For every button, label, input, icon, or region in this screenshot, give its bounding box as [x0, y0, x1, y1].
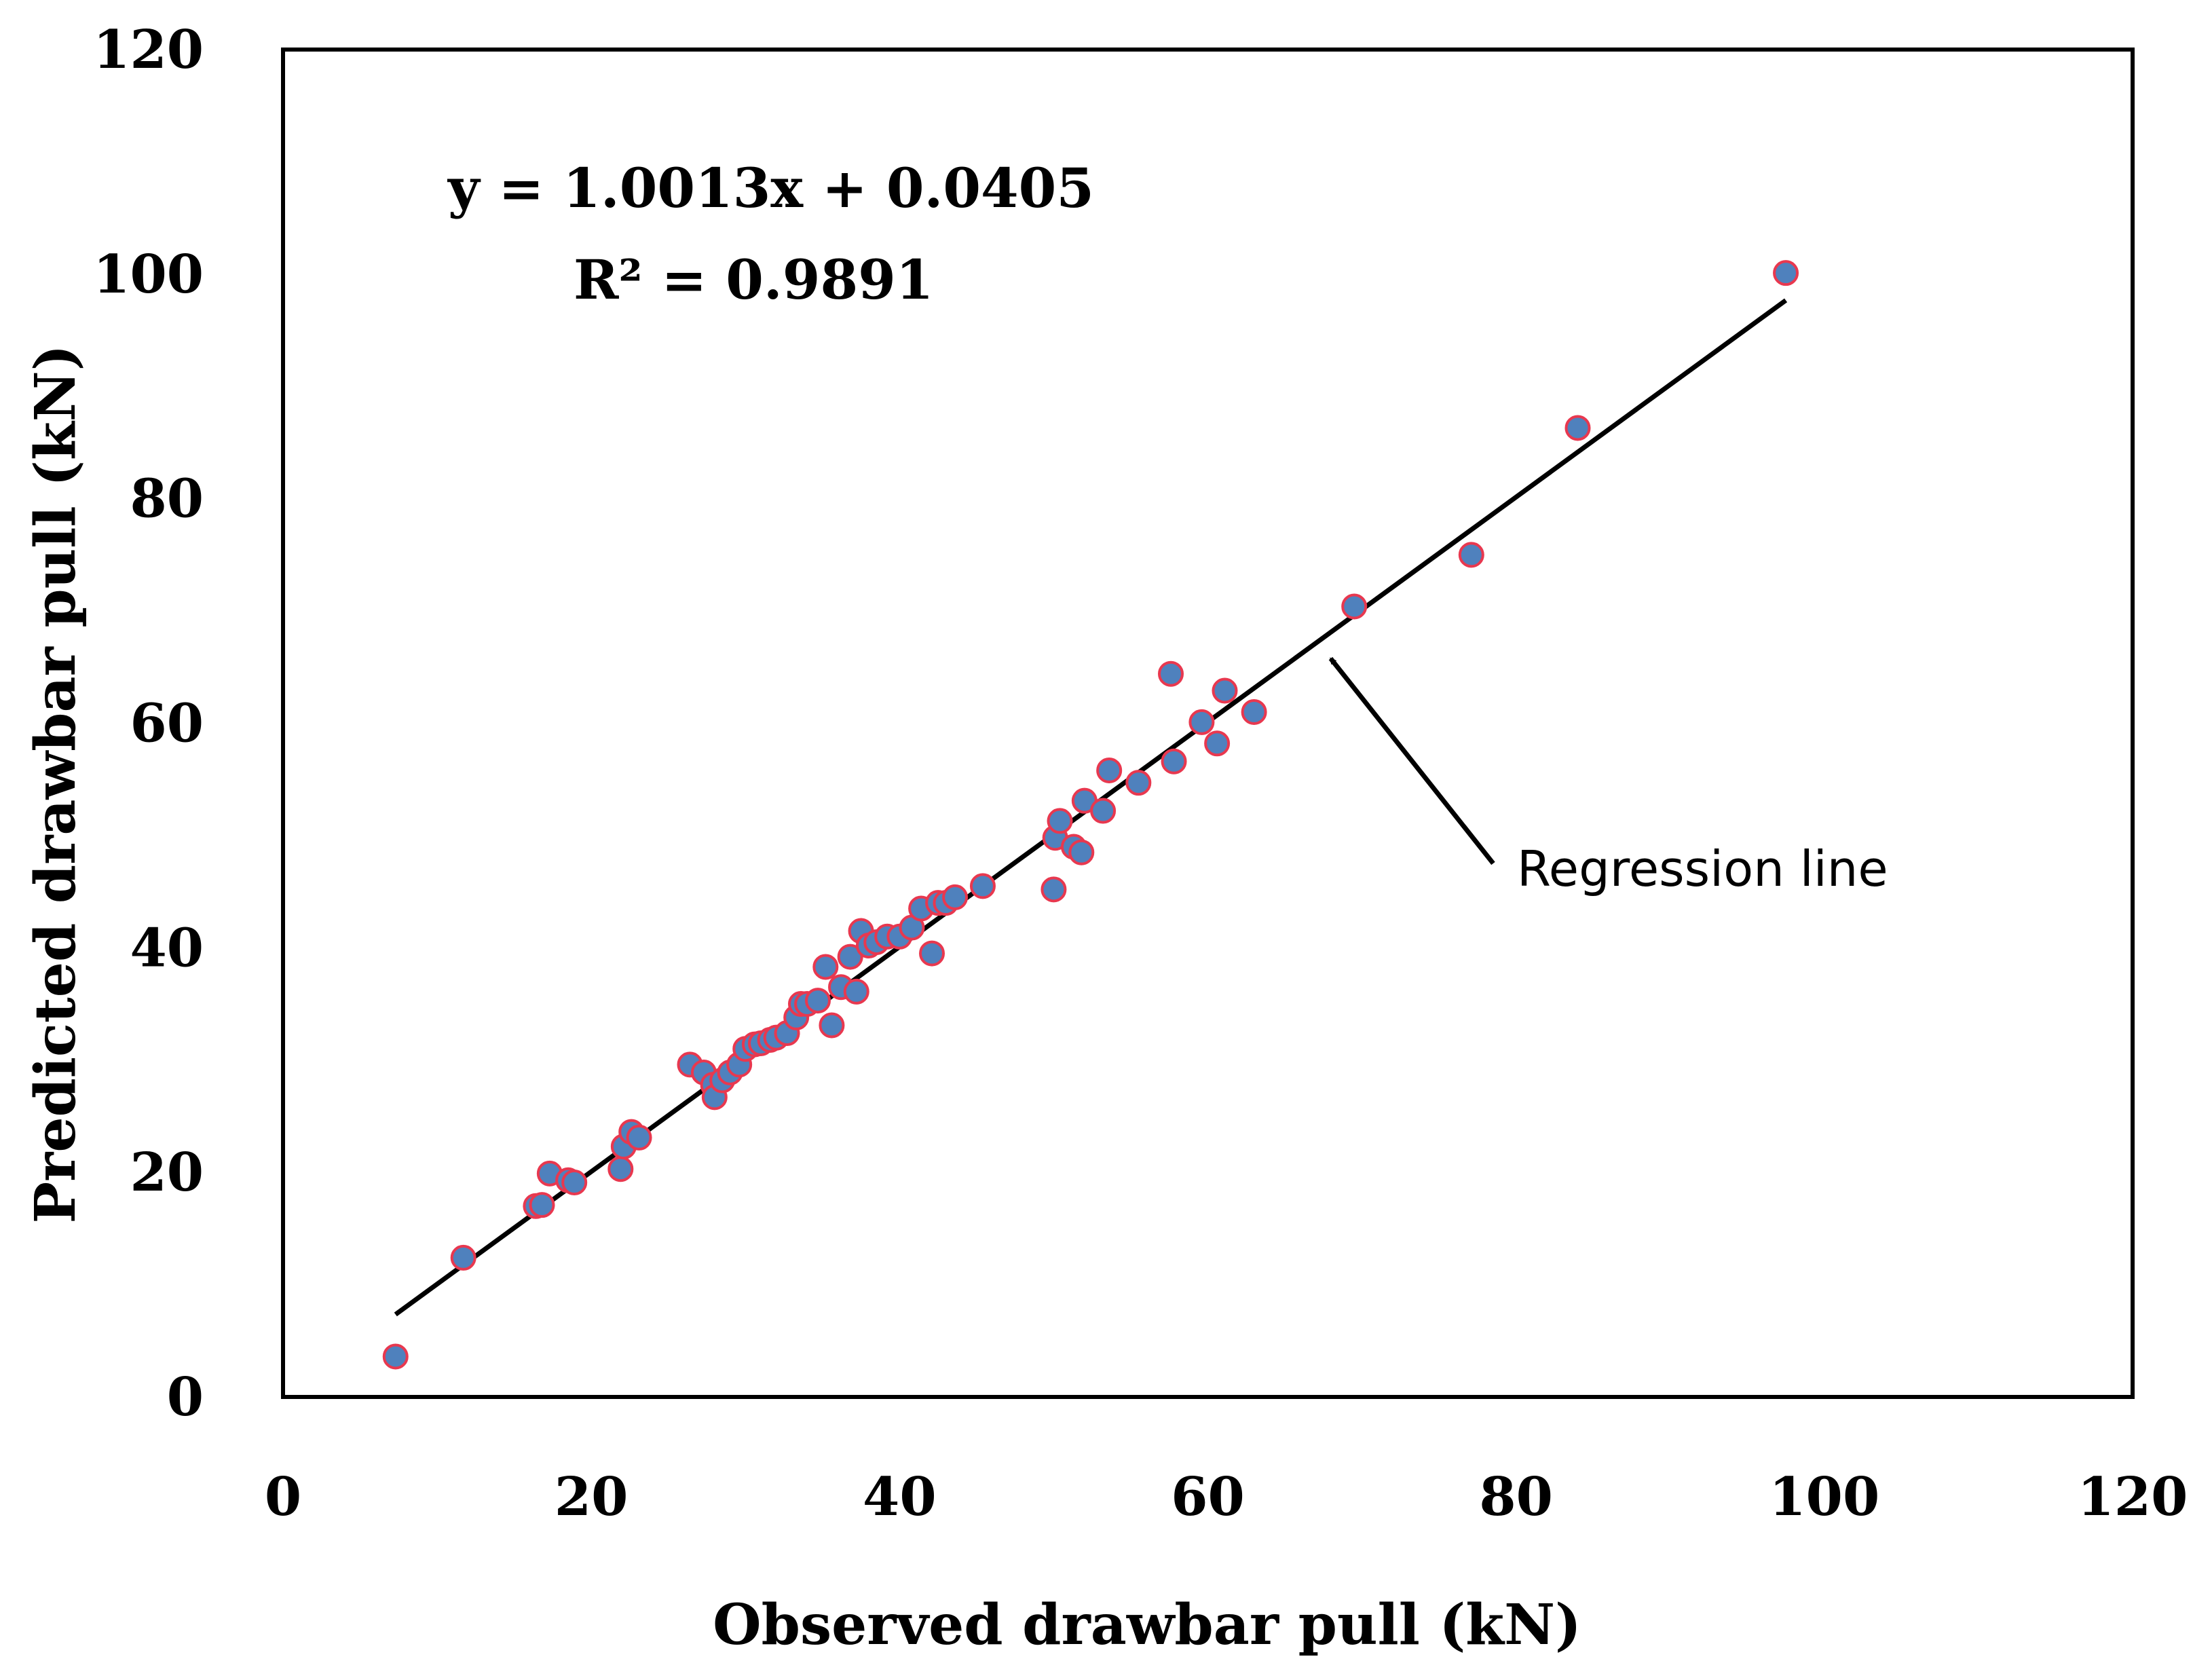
data-point [1158, 660, 1184, 687]
data-point [969, 873, 996, 899]
data-point [1047, 808, 1073, 834]
x-axis-title: Observed drawbar pull (kN) [713, 1592, 1581, 1658]
data-point [1212, 677, 1238, 704]
regression-line-label: Regression line [1517, 840, 1888, 897]
data-point [1458, 542, 1484, 568]
data-point [561, 1170, 588, 1196]
x-tick-label: 120 [2078, 1466, 2188, 1528]
data-points [382, 260, 1799, 1370]
y-tick-label: 100 [93, 244, 204, 305]
regression-equation: y = 1.0013x + 0.0405 [447, 156, 1094, 220]
y-tick-label: 20 [130, 1142, 204, 1203]
data-point [607, 1156, 634, 1182]
y-axis-ticks: 0 20 40 60 80 100 120 [93, 19, 204, 1428]
data-point [1041, 876, 1067, 903]
y-tick-label: 80 [130, 468, 204, 530]
data-point [529, 1192, 555, 1218]
data-point [1188, 709, 1215, 735]
data-point [1564, 415, 1591, 441]
y-tick-label: 120 [93, 19, 204, 81]
y-axis-title: Predicted drawbar pull (kN) [23, 344, 88, 1223]
data-point [382, 1343, 409, 1370]
data-point [1096, 757, 1123, 783]
x-axis-ticks: 0 20 40 60 80 100 120 [265, 1466, 2188, 1528]
y-tick-label: 0 [167, 1366, 204, 1428]
data-point [1773, 260, 1799, 286]
data-point [919, 940, 945, 967]
data-point [812, 954, 839, 980]
regression-line-arrow [1328, 656, 1495, 865]
x-tick-label: 20 [555, 1466, 629, 1528]
x-tick-label: 80 [1479, 1466, 1553, 1528]
data-point [1090, 798, 1117, 824]
data-point [1341, 593, 1368, 620]
data-point [804, 988, 831, 1014]
data-point [843, 978, 869, 1005]
data-point [1068, 839, 1095, 865]
data-point [1125, 770, 1152, 796]
data-point [450, 1244, 476, 1271]
data-point [1161, 748, 1187, 774]
x-tick-label: 60 [1171, 1466, 1245, 1528]
y-tick-label: 60 [130, 693, 204, 755]
data-point [942, 884, 969, 910]
data-point [837, 944, 863, 970]
x-tick-label: 40 [863, 1466, 937, 1528]
x-tick-label: 100 [1769, 1466, 1879, 1528]
data-point [1241, 698, 1267, 725]
r-squared-label: R² = 0.9891 [574, 248, 933, 312]
data-point [1204, 730, 1231, 757]
data-point [626, 1124, 652, 1151]
x-tick-label: 0 [265, 1466, 301, 1528]
data-point [819, 1012, 845, 1039]
y-tick-label: 40 [130, 917, 204, 979]
